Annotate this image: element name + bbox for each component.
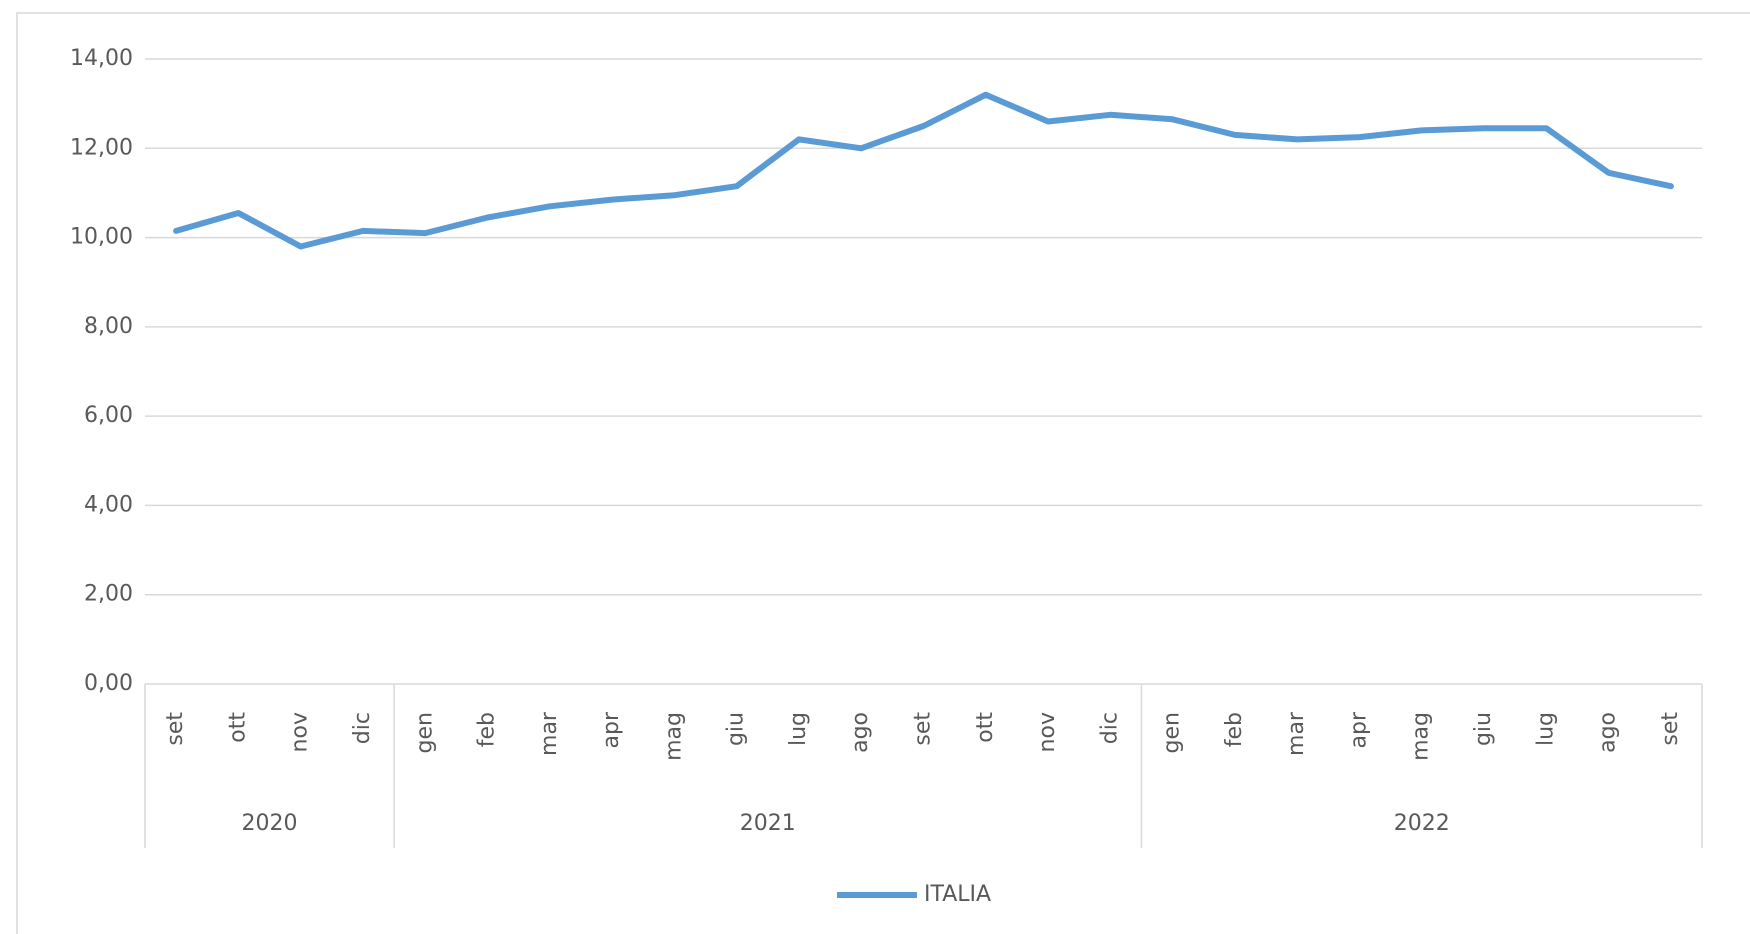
x-tick-label: feb xyxy=(1222,712,1247,747)
y-tick-label: 4,00 xyxy=(84,492,133,517)
y-tick-label: 14,00 xyxy=(70,46,133,71)
x-tick-label: feb xyxy=(475,712,500,747)
y-tick-label: 6,00 xyxy=(84,403,133,428)
x-group-label: 2020 xyxy=(242,811,298,836)
x-tick-label: mag xyxy=(661,712,686,761)
x-tick-label: ott xyxy=(973,712,998,743)
x-tick-label: dic xyxy=(350,712,375,744)
x-tick-label: dic xyxy=(1097,712,1122,744)
x-group-label: 2021 xyxy=(740,811,796,836)
x-tick-label: nov xyxy=(1035,712,1060,752)
x-tick-label: mag xyxy=(1409,712,1434,761)
series-line xyxy=(173,91,1674,250)
x-tick-label: ott xyxy=(225,712,250,743)
x-tick-label: apr xyxy=(1346,711,1371,748)
y-tick-label: 8,00 xyxy=(84,314,133,339)
y-tick-label: 0,00 xyxy=(84,671,133,696)
x-tick-label: set xyxy=(911,712,936,746)
x-tick-label: giu xyxy=(724,712,749,746)
x-tick-label: ago xyxy=(848,712,873,753)
y-tick-label: 10,00 xyxy=(70,225,133,250)
x-tick-label: mar xyxy=(537,711,562,756)
x-tick-label: set xyxy=(1658,712,1683,746)
x-tick-label: lug xyxy=(786,712,811,746)
chart-border xyxy=(16,12,1750,934)
x-tick-label: set xyxy=(163,712,188,746)
y-tick-label: 2,00 xyxy=(84,582,133,607)
x-tick-label: nov xyxy=(288,712,313,752)
x-tick-label: giu xyxy=(1471,712,1496,746)
y-tick-label: 12,00 xyxy=(70,135,133,160)
x-tick-label: apr xyxy=(599,711,624,748)
x-tick-label: gen xyxy=(1160,712,1185,753)
x-tick-label: mar xyxy=(1284,711,1309,756)
x-tick-label: gen xyxy=(412,712,437,753)
legend-label: ITALIA xyxy=(924,882,991,907)
x-tick-label: ago xyxy=(1596,712,1621,753)
x-tick-label: lug xyxy=(1533,712,1558,746)
x-group-label: 2022 xyxy=(1394,811,1450,836)
